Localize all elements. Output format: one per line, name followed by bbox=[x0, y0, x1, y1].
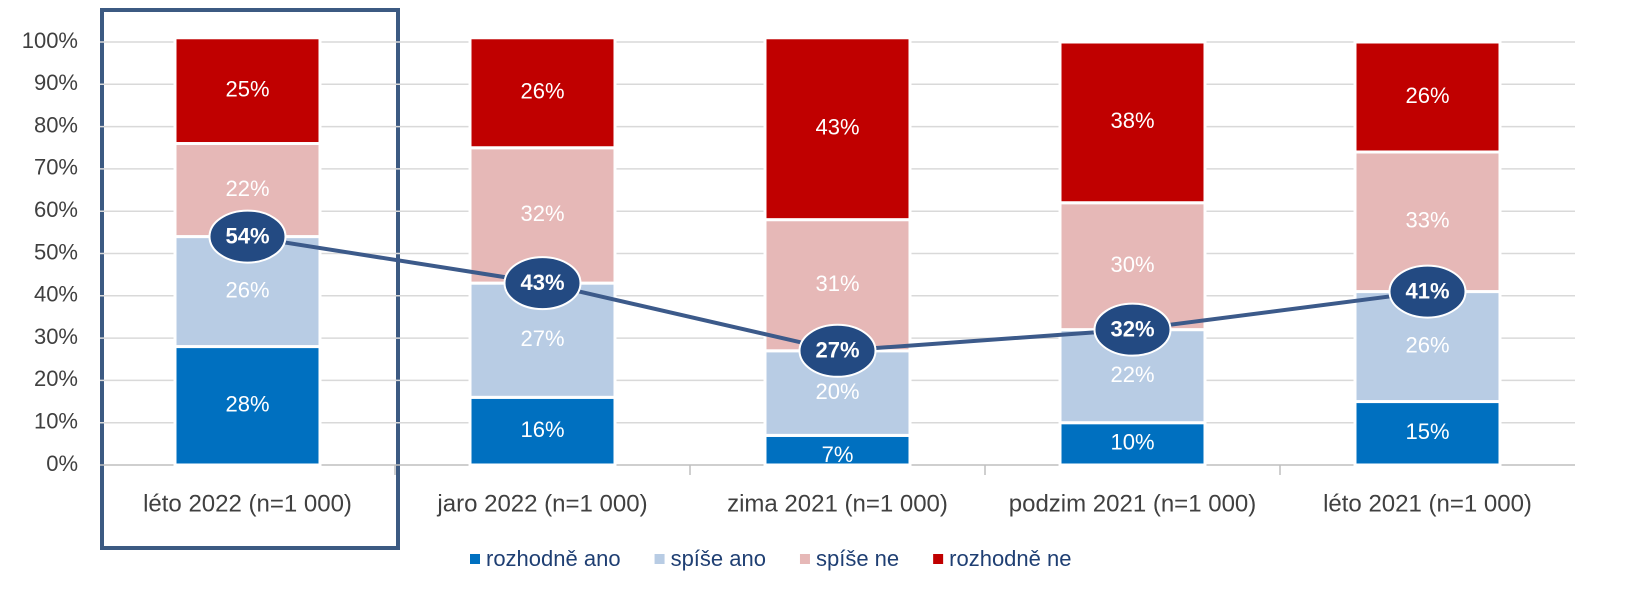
data-label: 7% bbox=[822, 442, 854, 467]
x-tick-label: jaro 2022 (n=1 000) bbox=[436, 490, 647, 517]
y-tick-label: 50% bbox=[34, 239, 78, 264]
line-label: 27% bbox=[815, 338, 859, 363]
data-label: 27% bbox=[520, 326, 564, 351]
bar-segment bbox=[1058, 40, 1207, 205]
data-label: 25% bbox=[225, 76, 269, 101]
bar-segment bbox=[763, 36, 912, 222]
y-tick-label: 0% bbox=[46, 451, 78, 476]
data-label: 33% bbox=[1405, 208, 1449, 233]
bar-segment bbox=[1353, 40, 1502, 154]
data-label: 10% bbox=[1110, 430, 1154, 455]
data-label: 20% bbox=[815, 379, 859, 404]
legend-label: rozhodně ano bbox=[486, 546, 621, 571]
line-marker bbox=[798, 323, 877, 378]
legend-label: rozhodně ne bbox=[949, 546, 1071, 571]
legend-swatch bbox=[654, 554, 665, 564]
y-tick-label: 90% bbox=[34, 70, 78, 95]
data-label: 22% bbox=[225, 176, 269, 201]
legend-swatch bbox=[799, 554, 810, 564]
x-tick-label: léto 2021 (n=1 000) bbox=[1323, 490, 1532, 517]
data-label: 15% bbox=[1405, 419, 1449, 444]
data-label: 16% bbox=[520, 417, 564, 442]
legend-label: spíše ano bbox=[671, 546, 766, 571]
line-label: 32% bbox=[1110, 316, 1154, 341]
data-label: 43% bbox=[815, 115, 859, 140]
y-tick-label: 100% bbox=[22, 28, 78, 53]
data-label: 31% bbox=[815, 271, 859, 296]
line-label: 41% bbox=[1405, 278, 1449, 303]
data-label: 28% bbox=[225, 392, 269, 417]
line-marker bbox=[1093, 302, 1172, 357]
bar-segment bbox=[1058, 421, 1207, 467]
legend-swatch bbox=[470, 554, 480, 564]
x-tick-label: podzim 2021 (n=1 000) bbox=[1009, 490, 1257, 517]
bar-segment bbox=[763, 433, 912, 467]
data-label: 38% bbox=[1110, 108, 1154, 133]
data-label: 26% bbox=[1405, 332, 1449, 357]
legend-swatch bbox=[933, 554, 944, 564]
y-tick-label: 80% bbox=[34, 112, 78, 137]
line-marker bbox=[1388, 264, 1467, 319]
y-tick-label: 10% bbox=[34, 409, 78, 434]
data-label: 26% bbox=[1405, 83, 1449, 108]
data-label: 30% bbox=[1110, 252, 1154, 277]
y-tick-label: 60% bbox=[34, 197, 78, 222]
y-tick-label: 30% bbox=[34, 324, 78, 349]
data-label: 32% bbox=[520, 201, 564, 226]
x-tick-label: léto 2022 (n=1 000) bbox=[143, 490, 352, 517]
line-marker bbox=[503, 256, 582, 311]
line-label: 43% bbox=[520, 270, 564, 295]
y-tick-label: 20% bbox=[34, 366, 78, 391]
y-tick-label: 40% bbox=[34, 282, 78, 307]
bar-segment bbox=[468, 395, 617, 467]
bar-segment bbox=[173, 36, 322, 146]
line-marker bbox=[208, 209, 287, 264]
data-label: 22% bbox=[1110, 362, 1154, 387]
bar-segment bbox=[1353, 400, 1502, 467]
legend-label: spíše ne bbox=[816, 546, 899, 571]
data-label: 26% bbox=[520, 79, 564, 104]
data-label: 26% bbox=[225, 277, 269, 302]
bar-segment bbox=[468, 36, 617, 150]
x-tick-label: zima 2021 (n=1 000) bbox=[727, 490, 948, 517]
highlight-box bbox=[100, 8, 400, 550]
line-label: 54% bbox=[225, 223, 269, 248]
y-tick-label: 70% bbox=[34, 155, 78, 180]
